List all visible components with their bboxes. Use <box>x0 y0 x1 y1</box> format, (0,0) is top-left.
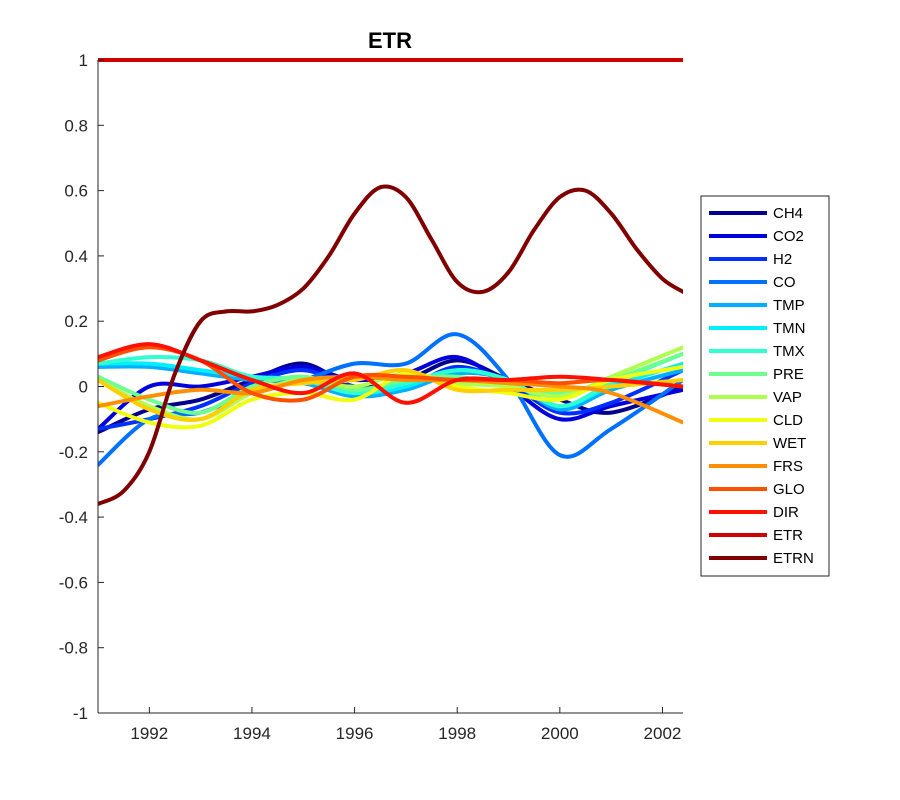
legend-label-co2: CO2 <box>773 228 804 245</box>
y-tick-label: 0.4 <box>64 247 88 266</box>
x-tick-label: 2000 <box>541 724 579 743</box>
legend-label-etrn: ETRN <box>773 550 814 567</box>
y-tick-label: -0.8 <box>59 639 88 658</box>
plot-area <box>98 57 683 506</box>
y-tick-label: -0.6 <box>59 573 88 592</box>
legend: CH4 CO2 H2 CO TMP TMN TMX PRE VAP CLD WET FRS GLO DIR… <box>700 195 830 577</box>
chart-title: ETR <box>368 28 412 53</box>
x-tick-label: 1994 <box>233 724 271 743</box>
series-line-frs <box>98 374 683 425</box>
y-tick-label: -0.2 <box>59 443 88 462</box>
legend-label-h2: H2 <box>773 251 792 268</box>
legend-box <box>700 195 830 577</box>
y-tick-label: 0.6 <box>64 182 88 201</box>
x-tick-label: 1992 <box>130 724 168 743</box>
legend-label-tmp: TMP <box>773 297 805 314</box>
series-line-tmp <box>98 364 683 412</box>
y-tick-label: -0.4 <box>59 508 88 527</box>
y-tick-label: 0 <box>79 378 88 397</box>
x-tick-label: 2002 <box>644 724 682 743</box>
legend-label-ch4: CH4 <box>773 205 803 222</box>
y-tick-label: 0.8 <box>64 116 88 135</box>
legend-label-pre: PRE <box>773 366 804 383</box>
x-tick-label: 1996 <box>336 724 374 743</box>
legend-label-glo: GLO <box>773 481 805 498</box>
x-tick-label: 1998 <box>438 724 476 743</box>
series-line-dir <box>98 342 683 405</box>
series-line-wet <box>98 368 683 422</box>
legend-label-tmx: TMX <box>773 343 805 360</box>
axes: -1 -0.8 -0.6 -0.4 -0.2 0 0.2 0.4 0.6 0.8 1 1992 1994… <box>59 51 683 743</box>
legend-label-vap: VAP <box>773 389 802 406</box>
legend-label-tmn: TMN <box>773 320 806 337</box>
legend-label-wet: WET <box>773 435 806 452</box>
legend-label-frs: FRS <box>773 458 803 475</box>
series-line-cld <box>98 364 683 430</box>
y-tick-label: 1 <box>79 51 88 70</box>
series-line-etrn <box>98 184 683 506</box>
legend-label-dir: DIR <box>773 504 799 521</box>
legend-label-cld: CLD <box>773 412 803 429</box>
legend-label-etr: ETR <box>773 527 803 544</box>
legend-label-co: CO <box>773 274 796 291</box>
y-tick-label: -1 <box>73 704 88 723</box>
y-tick-label: 0.2 <box>64 312 88 331</box>
